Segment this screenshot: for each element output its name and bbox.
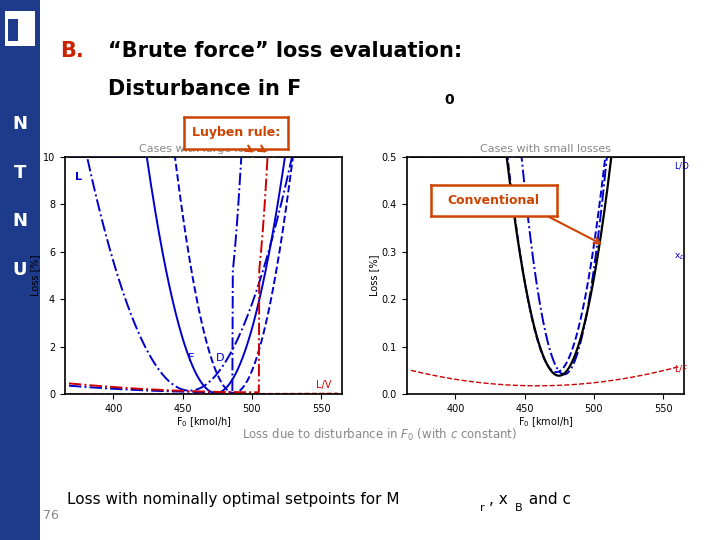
Text: , x: , x (489, 492, 508, 507)
Text: and c: and c (524, 492, 571, 507)
Text: T: T (14, 164, 26, 182)
Text: L/F: L/F (675, 364, 688, 373)
Text: L/V: L/V (315, 380, 331, 389)
X-axis label: F$_0$ [kmol/h]: F$_0$ [kmol/h] (176, 415, 231, 429)
Text: Disturbance in F: Disturbance in F (108, 79, 301, 99)
Text: 76: 76 (43, 509, 59, 522)
Title: Cases with small losses: Cases with small losses (480, 144, 611, 154)
Text: F: F (188, 353, 194, 363)
Text: Loss with nominally optimal setpoints for M: Loss with nominally optimal setpoints fo… (67, 492, 400, 507)
Text: Loss due to disturbance in $F_0$ (with $c$ constant): Loss due to disturbance in $F_0$ (with $… (243, 427, 517, 443)
Text: D: D (216, 353, 225, 363)
Text: D/F$_0$: D/F$_0$ (258, 138, 279, 151)
X-axis label: F$_0$ [kmol/h]: F$_0$ [kmol/h] (518, 415, 573, 429)
Text: F/F$_0$: F/F$_0$ (227, 138, 246, 151)
Bar (8, 19, 18, 40)
Text: U: U (12, 261, 27, 279)
Text: x$_D$: x$_D$ (675, 252, 686, 262)
Title: Cases with large losses: Cases with large losses (138, 144, 269, 154)
Text: L: L (74, 172, 81, 183)
Text: “Brute force” loss evaluation:: “Brute force” loss evaluation: (108, 41, 462, 62)
Text: B: B (515, 503, 522, 512)
Text: N: N (12, 115, 27, 133)
Y-axis label: Loss [%]: Loss [%] (369, 255, 379, 296)
Bar (5, 11, 35, 46)
Text: r: r (480, 503, 485, 512)
Text: L/D: L/D (675, 161, 689, 171)
Text: Luyben rule:: Luyben rule: (192, 126, 280, 139)
Text: Conventional: Conventional (448, 194, 539, 207)
Text: N: N (12, 212, 27, 231)
Text: 0: 0 (444, 93, 454, 107)
Y-axis label: Loss [%]: Loss [%] (30, 255, 40, 296)
Text: B.: B. (60, 41, 84, 62)
